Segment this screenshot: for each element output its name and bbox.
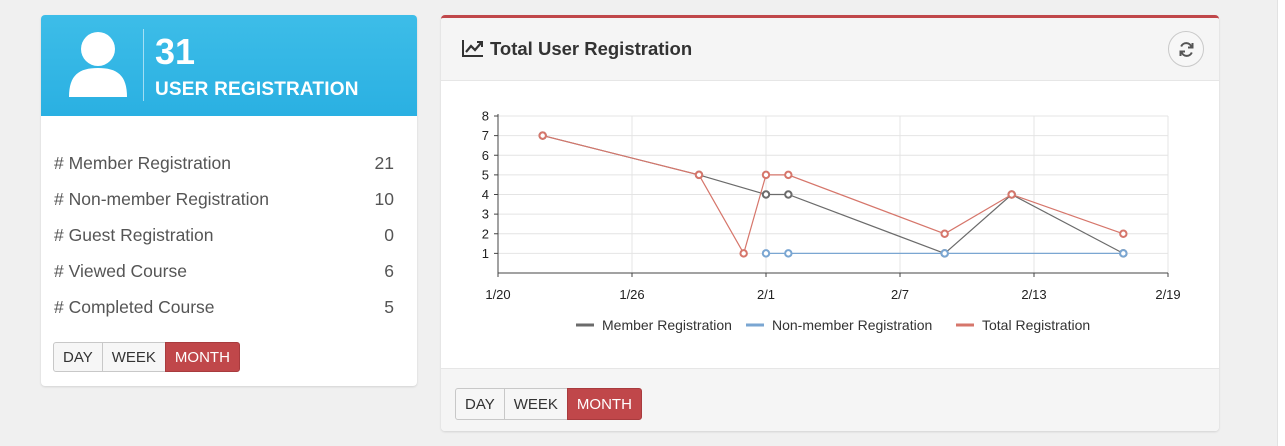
user-icon — [69, 32, 127, 97]
stat-row-guest: # Guest Registration 0 — [54, 217, 394, 253]
panel-footer: DAY WEEK MONTH — [441, 368, 1219, 431]
y-tick-label: 8 — [482, 109, 489, 124]
chart-period-toggle: DAY WEEK MONTH — [455, 388, 642, 420]
data-point — [940, 229, 949, 238]
stats-list: # Member Registration 21 # Non-member Re… — [54, 145, 394, 326]
y-tick-label: 2 — [482, 226, 489, 241]
data-point — [761, 190, 771, 199]
stat-value: 21 — [374, 152, 394, 173]
refresh-icon — [1179, 42, 1194, 57]
data-point — [739, 249, 748, 258]
y-tick-label: 6 — [482, 148, 489, 163]
data-point — [940, 249, 949, 258]
registration-line-chart: 1 2 3 4 5 6 7 8 1/20 1/26 2/1 2/7 2/13 2/19 Member Reg… — [482, 109, 1181, 334]
data-point — [761, 170, 771, 180]
series-line — [542, 135, 1124, 255]
page-edge — [1277, 0, 1285, 446]
chart-week-button[interactable]: WEEK — [503, 388, 568, 420]
data-point — [1007, 190, 1016, 199]
stat-row-completed-course: # Completed Course 5 — [54, 290, 394, 326]
stat-label: # Viewed Course — [54, 261, 187, 282]
panel-header: Total User Registration — [441, 18, 1219, 81]
y-tick-label: 5 — [482, 167, 489, 182]
stat-value: 10 — [374, 188, 394, 209]
stat-row-member: # Member Registration 21 — [54, 145, 394, 181]
stat-label: # Guest Registration — [54, 224, 214, 245]
week-button[interactable]: WEEK — [101, 342, 166, 372]
stats-period-toggle: DAY WEEK MONTH — [53, 342, 240, 372]
stats-header: 31 USER REGISTRATION — [41, 15, 417, 116]
stat-value: 5 — [384, 297, 394, 318]
data-point — [538, 131, 547, 140]
y-tick-label: 4 — [482, 187, 489, 202]
data-point — [1119, 249, 1128, 258]
day-button[interactable]: DAY — [53, 342, 103, 372]
header-divider — [143, 29, 144, 101]
stat-row-viewed-course: # Viewed Course 6 — [54, 254, 394, 290]
data-point — [784, 190, 793, 199]
data-point — [784, 249, 793, 258]
x-tick-label: 2/1 — [757, 287, 775, 302]
stat-label: # Completed Course — [54, 297, 215, 318]
line-chart-icon — [462, 40, 483, 57]
stat-row-non-member: # Non-member Registration 10 — [54, 181, 394, 217]
month-button[interactable]: MONTH — [164, 342, 240, 372]
x-tick-label: 2/13 — [1021, 287, 1046, 302]
stat-value: 6 — [384, 261, 394, 282]
chart-month-button[interactable]: MONTH — [566, 388, 642, 420]
x-tick-label: 2/19 — [1155, 287, 1180, 302]
data-point — [1119, 229, 1128, 238]
data-point — [784, 170, 793, 180]
y-tick-label: 1 — [482, 246, 489, 261]
registration-count: 31 — [155, 31, 196, 72]
data-point — [761, 249, 771, 258]
chart-day-button[interactable]: DAY — [455, 388, 505, 420]
y-tick-label: 7 — [482, 128, 489, 143]
user-registration-card: 31 USER REGISTRATION # Member Registrati… — [41, 15, 417, 386]
x-tick-label: 1/20 — [485, 287, 510, 302]
registration-label: USER REGISTRATION — [155, 79, 359, 100]
stat-label: # Member Registration — [54, 152, 232, 173]
x-tick-label: 1/26 — [619, 287, 644, 302]
y-tick-label: 3 — [482, 207, 489, 222]
legend-label: Non-member Registration — [772, 317, 932, 333]
refresh-button[interactable] — [1168, 31, 1204, 67]
stat-label: # Non-member Registration — [54, 188, 269, 209]
legend-label: Member Registration — [602, 317, 732, 333]
panel-title: Total User Registration — [490, 38, 693, 59]
legend-label: Total Registration — [982, 317, 1090, 333]
x-tick-label: 2/7 — [891, 287, 909, 302]
data-point — [694, 170, 704, 180]
stat-value: 0 — [384, 224, 394, 245]
registration-chart-panel: Total User Registration 1 2 3 4 5 6 7 8 1/20 1/26… — [441, 15, 1219, 431]
